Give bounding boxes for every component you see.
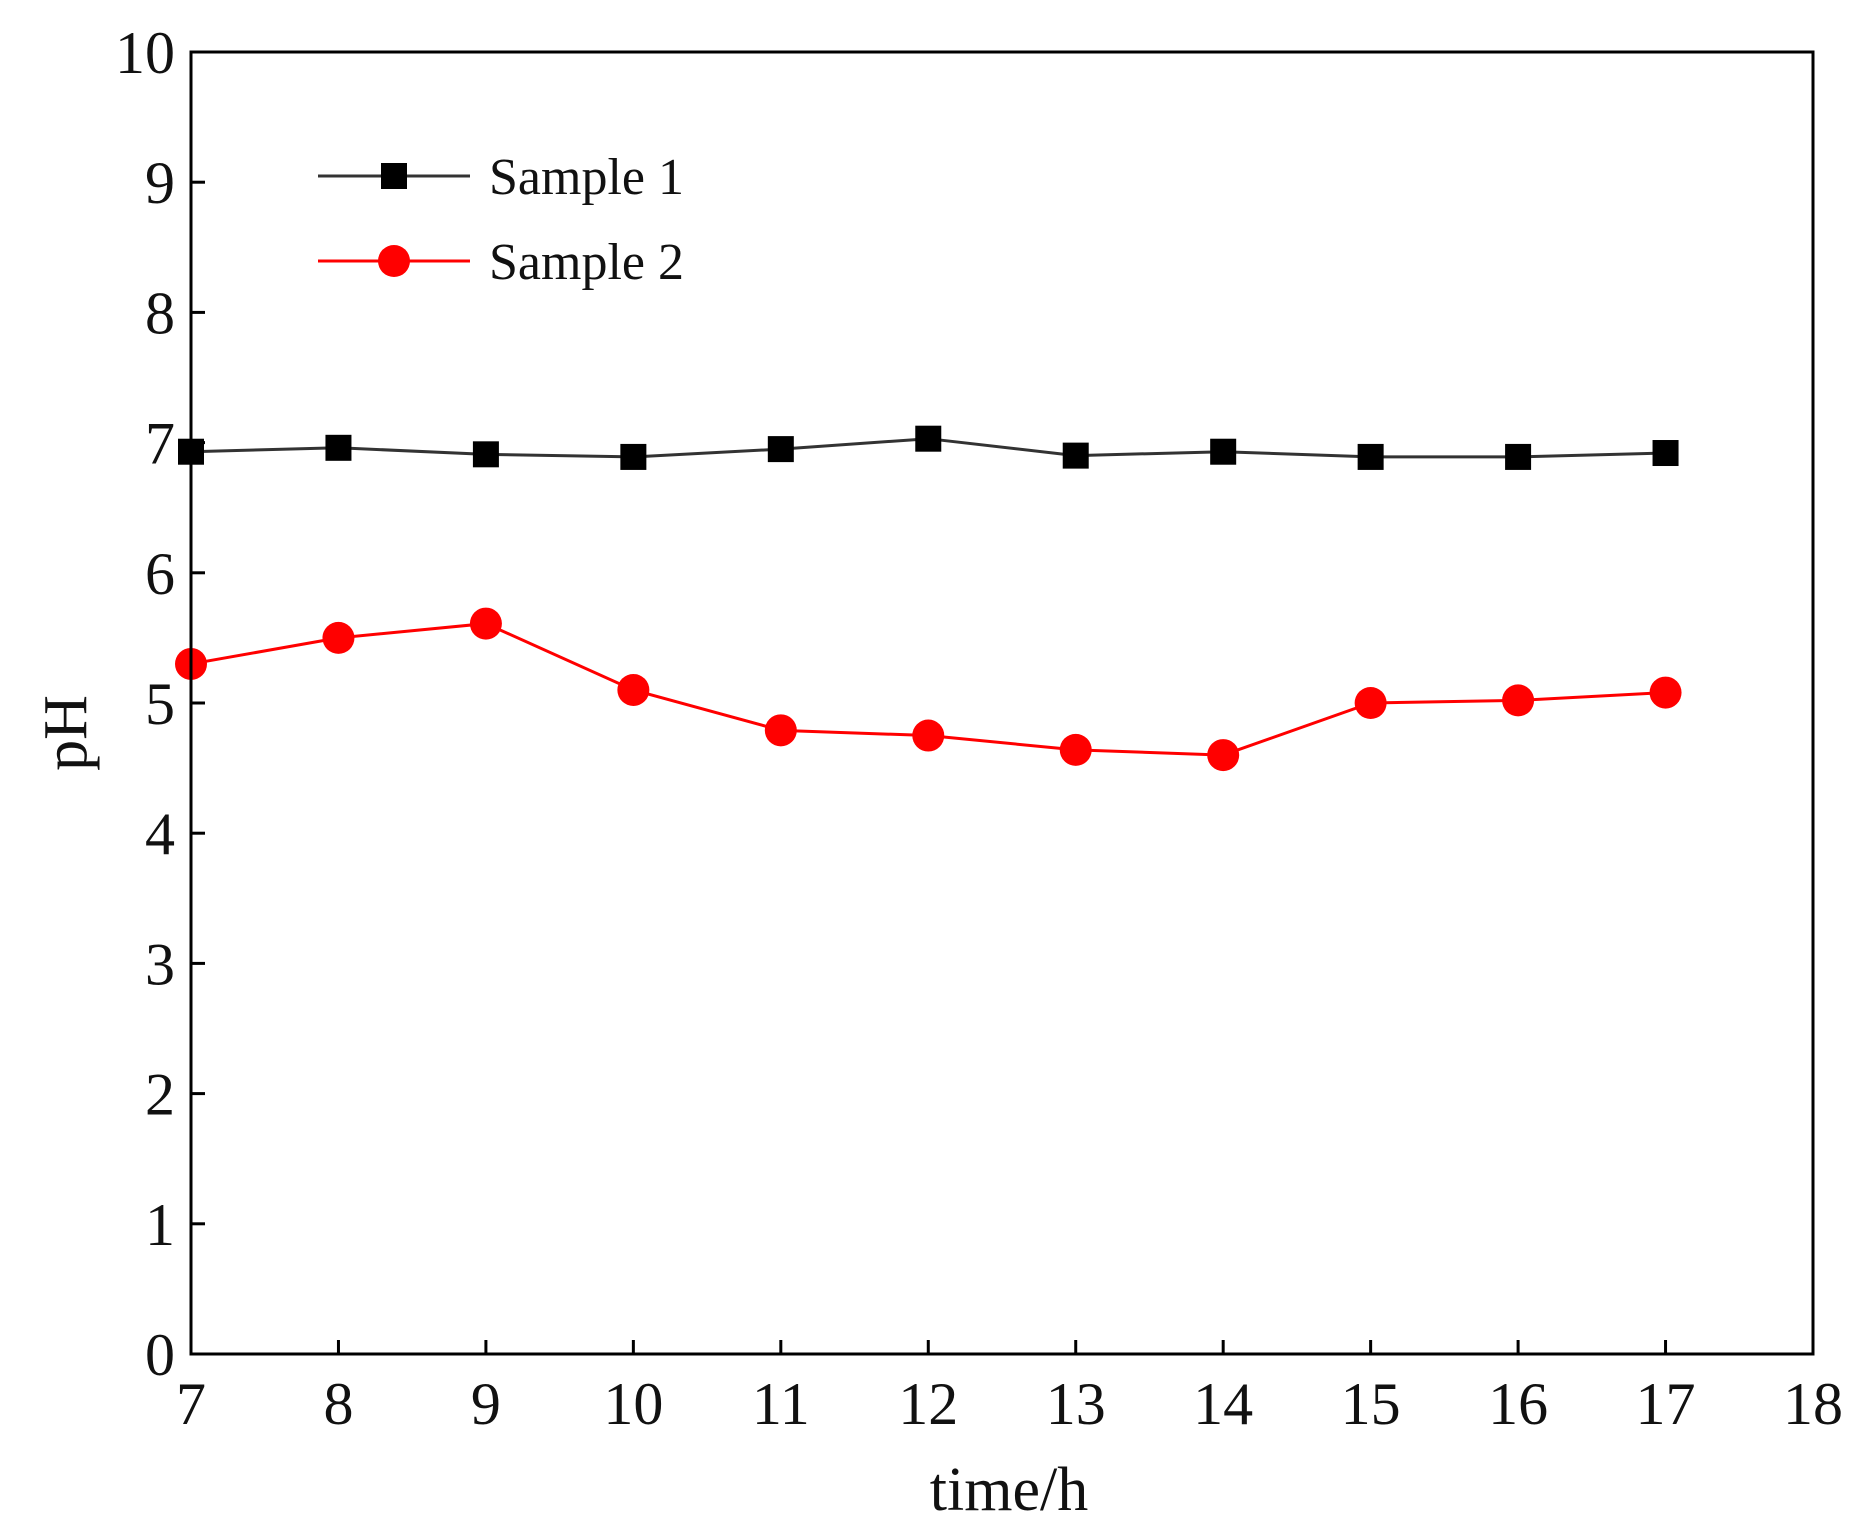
x-tick-label: 8 — [323, 1371, 353, 1437]
y-tick-label: 5 — [145, 671, 175, 737]
y-tick-label: 3 — [145, 931, 175, 997]
x-tick-label: 10 — [603, 1371, 663, 1437]
legend-entry-2: Sample 2 — [318, 234, 684, 291]
x-axis: 7 8 9 10 11 12 13 14 15 16 17 18 — [176, 1340, 1843, 1437]
series-2-point — [322, 621, 355, 654]
series-1-point — [1652, 440, 1679, 467]
x-tick-label: 16 — [1488, 1371, 1548, 1437]
series-2-point — [1207, 739, 1240, 772]
series-2 — [175, 607, 1682, 772]
y-tick-label: 10 — [115, 20, 175, 86]
y-tick-label: 0 — [145, 1322, 175, 1388]
series-layer — [175, 425, 1682, 772]
legend-entry-1: Sample 1 — [318, 149, 684, 206]
series-2-point — [912, 719, 945, 752]
x-tick-label: 17 — [1636, 1371, 1696, 1437]
x-tick-label: 7 — [176, 1371, 206, 1437]
legend: Sample 1 Sample 2 — [318, 149, 684, 291]
y-tick-label: 6 — [145, 541, 175, 607]
series-1-point — [620, 443, 647, 470]
legend-label: Sample 1 — [489, 149, 684, 206]
series-2-point — [1502, 684, 1535, 717]
x-tick-label: 13 — [1046, 1371, 1106, 1437]
series-1-point — [1062, 442, 1089, 469]
x-tick-label: 14 — [1193, 1371, 1253, 1437]
series-1-point — [1505, 443, 1532, 470]
x-tick-label: 12 — [898, 1371, 958, 1437]
series-2-point — [469, 607, 502, 640]
x-tick-label: 11 — [752, 1371, 810, 1437]
series-2-point — [1059, 733, 1092, 766]
series-2-point — [617, 673, 650, 706]
x-tick-label: 9 — [471, 1371, 501, 1437]
y-axis-title: pH — [32, 695, 100, 771]
x-tick-label: 18 — [1783, 1371, 1843, 1437]
series-2-point — [1354, 687, 1387, 719]
legend-swatch-marker — [378, 245, 410, 277]
legend-label: Sample 2 — [489, 234, 684, 291]
x-axis-title: time/h — [930, 1456, 1088, 1524]
y-tick-label: 2 — [145, 1062, 175, 1128]
series-2-point — [764, 714, 797, 747]
y-tick-label: 8 — [145, 280, 175, 346]
series-2-point — [1649, 676, 1682, 709]
y-axis: 0 1 2 3 4 5 6 7 8 9 10 — [115, 20, 205, 1388]
legend-swatch-marker — [381, 163, 407, 189]
series-1-point — [1210, 438, 1237, 465]
y-tick-label: 4 — [145, 801, 175, 867]
series-1-point — [767, 436, 794, 463]
series-1-point — [472, 441, 499, 468]
y-tick-label: 1 — [145, 1192, 175, 1258]
y-tick-label: 9 — [145, 150, 175, 216]
x-tick-label: 15 — [1341, 1371, 1401, 1437]
y-tick-label: 7 — [145, 411, 175, 477]
plot-frame — [189, 50, 1815, 1356]
series-1-point — [915, 425, 942, 452]
series-1-point — [1357, 443, 1384, 470]
series-1-point — [325, 434, 352, 461]
